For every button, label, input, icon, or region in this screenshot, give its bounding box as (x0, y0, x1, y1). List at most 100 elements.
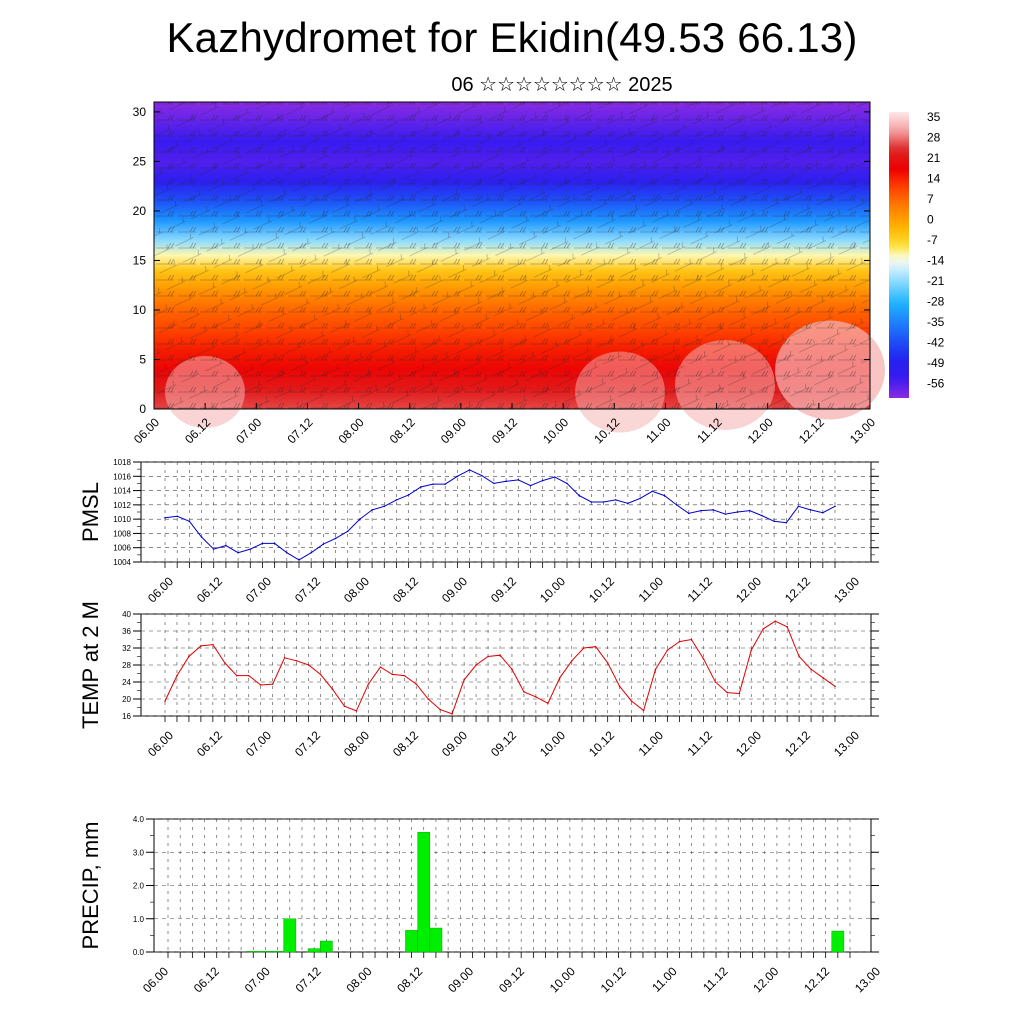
data-point (547, 702, 549, 705)
x-tick-label: 08.00 (343, 964, 374, 995)
data-point (702, 657, 705, 660)
x-tick-label: 09.00 (439, 728, 470, 759)
x-tick-label: 13.00 (852, 964, 883, 995)
y-tick-label: 0 (139, 402, 146, 416)
data-point (164, 700, 166, 702)
data-point (700, 509, 702, 512)
y-tick-label: 15 (133, 253, 147, 267)
temperature-panel: 16 20 24 28 32 36 40 06.00 06.12 07.00 07.12 08.00 0… (78, 601, 879, 759)
y-tick-label: 0.0 (133, 948, 145, 957)
data-point (529, 484, 532, 487)
y-tick-label: 4.0 (133, 815, 145, 824)
data-point (427, 698, 430, 700)
series-line (164, 469, 836, 561)
data-point (499, 654, 501, 657)
x-tick-label: 07.00 (243, 574, 274, 605)
data-point (523, 690, 525, 693)
y-axis-title: PRECIP, mm (78, 822, 103, 950)
data-point (359, 518, 361, 520)
data-point (809, 509, 812, 511)
precip-bar (831, 930, 845, 953)
data-point (307, 664, 310, 666)
y-tick-label: 24 (122, 678, 131, 687)
x-tick-label: 12.00 (750, 964, 781, 995)
data-point (797, 505, 800, 508)
precip-bar (319, 940, 333, 953)
data-point (762, 628, 765, 630)
precip-bar (259, 951, 272, 953)
data-point (834, 685, 836, 688)
data-point (407, 494, 410, 496)
x-tick-label: 10.00 (540, 415, 571, 446)
data-point (295, 659, 298, 662)
y-tick-label: 1008 (113, 529, 131, 538)
y-tick-label: 1018 (113, 458, 131, 467)
data-point (822, 511, 824, 514)
x-tick-label: 08.00 (341, 728, 372, 759)
x-tick-label: 09.12 (496, 964, 527, 995)
data-point (663, 494, 666, 497)
x-tick-label: 06.00 (131, 415, 162, 446)
y-axis-title: PMSL (78, 482, 103, 542)
colorbar-label: -56 (927, 377, 945, 391)
data-point (810, 668, 812, 671)
precipitation-panel: 0.0 1.0 2.0 3.0 4.0 06.00 06.12 07.00 07.12 08.00… (78, 815, 883, 995)
x-tick-label: 07.00 (243, 728, 274, 759)
data-point (188, 520, 191, 523)
x-tick-label: 12.12 (782, 574, 813, 605)
data-point (480, 474, 483, 477)
data-point (355, 710, 358, 712)
precip-bar (429, 927, 443, 953)
data-point (319, 673, 322, 676)
x-tick-label: 07.12 (292, 574, 323, 605)
data-point (225, 544, 227, 547)
x-tick-label: 12.12 (782, 728, 813, 759)
x-tick-label: 06.00 (140, 964, 171, 995)
data-point (343, 705, 346, 708)
plot-frame (140, 613, 872, 717)
data-point (675, 504, 678, 506)
y-tick-label: 25 (133, 154, 147, 168)
colorbar-label: -28 (927, 295, 945, 309)
data-point (383, 505, 386, 508)
x-tick-label: 06.00 (145, 728, 176, 759)
data-point (346, 530, 349, 533)
data-point (331, 688, 334, 691)
data-point (712, 509, 714, 511)
y-tick-label: 1010 (113, 515, 131, 524)
x-tick-label: 07.12 (293, 964, 324, 995)
data-point (379, 666, 382, 668)
x-tick-label: 07.12 (292, 728, 323, 759)
wind-barbs-secondary (154, 102, 870, 409)
data-point (630, 700, 633, 702)
data-point (224, 662, 226, 664)
data-point (602, 501, 605, 503)
data-point (570, 659, 573, 662)
x-tick-label: 11.00 (636, 728, 667, 759)
x-tick-label: 06.12 (194, 574, 225, 605)
data-point (188, 655, 190, 658)
x-tick-label: 12.12 (801, 964, 832, 995)
data-point (493, 482, 495, 485)
x-tick-label: 11.00 (636, 574, 667, 605)
data-point (724, 513, 727, 515)
page-subtitle: 06 ☆☆☆☆☆☆☆☆ 2025 (451, 74, 673, 96)
data-point (541, 479, 544, 482)
data-point (310, 551, 312, 554)
pmsl-panel: 1004 1006 1008 1010 1012 1014 1016 1018 06.00 06.… (78, 458, 879, 605)
y-tick-label: 20 (133, 204, 147, 218)
precip-bar (246, 951, 260, 953)
colorbar: 35 28 21 14 7 0 -7 -14 -21 -28 -35 -42 -49 -56 (889, 110, 945, 398)
data-point (164, 516, 166, 519)
colorbar-label: -7 (927, 233, 938, 247)
data-point (283, 656, 286, 659)
colorbar-label: -35 (927, 315, 945, 329)
data-point (176, 674, 178, 677)
y-tick-label: 36 (122, 627, 131, 636)
x-tick-label: 12.00 (733, 728, 764, 759)
x-tick-label: 13.00 (831, 574, 862, 605)
data-point (367, 683, 370, 685)
data-point (738, 692, 741, 695)
page-title: Kazhydromet for Ekidin(49.53 66.13) (166, 14, 858, 61)
y-tick-label: 1016 (113, 472, 131, 481)
